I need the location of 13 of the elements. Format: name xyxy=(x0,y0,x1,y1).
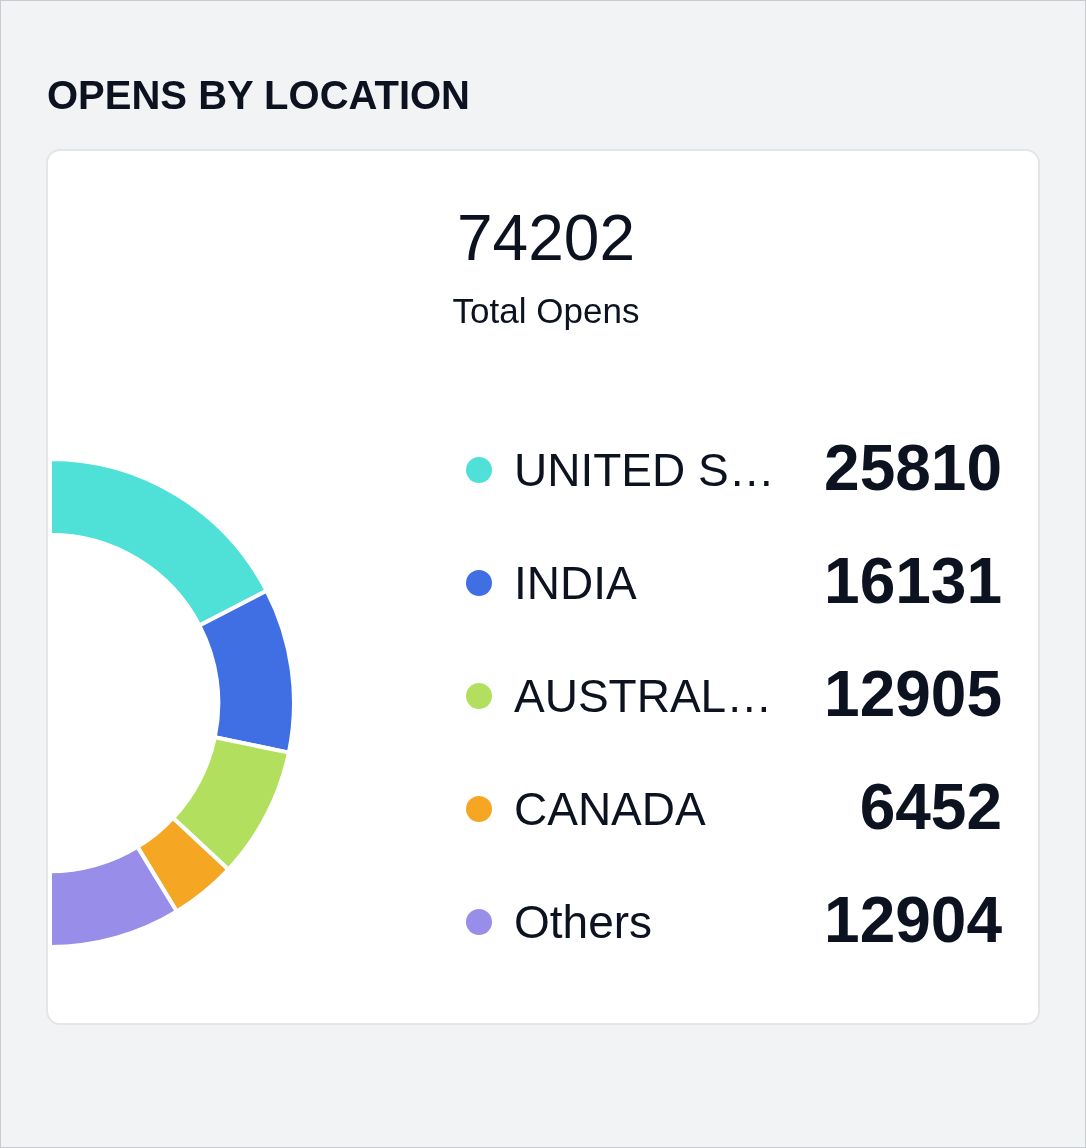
data-label: 12905 xyxy=(824,657,1002,731)
data-label: 16131 xyxy=(824,544,1002,618)
data-label: 25810 xyxy=(824,431,1002,505)
legend-label: CANADA xyxy=(514,782,706,836)
text: Total Opens xyxy=(451,291,641,331)
legend-label: INDIA xyxy=(514,556,637,610)
text: 74202 xyxy=(456,201,636,275)
legend-label: AUSTRAL… xyxy=(514,669,773,723)
chart-title: OPENS BY LOCATION xyxy=(47,73,471,118)
data-label: 12904 xyxy=(824,883,1002,957)
legend-label: UNITED S… xyxy=(514,443,775,497)
legend-label: Others xyxy=(514,895,653,949)
data-label: 6452 xyxy=(859,770,1002,844)
